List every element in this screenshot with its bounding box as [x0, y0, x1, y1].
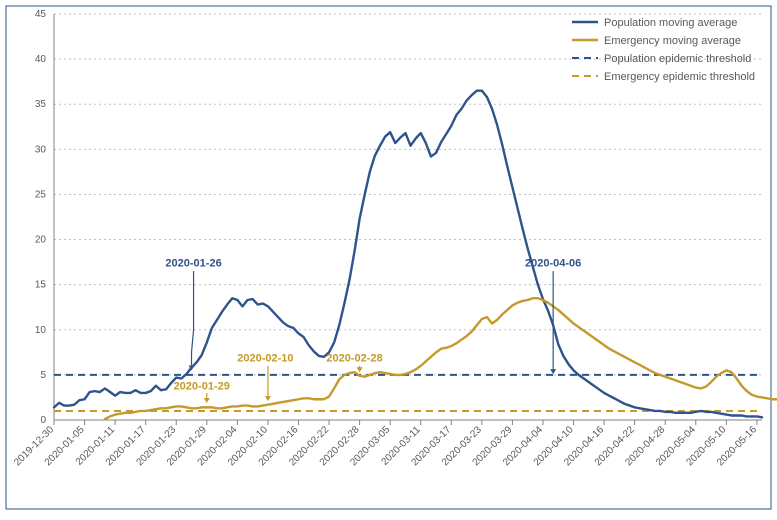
y-axis-tick-label: 10	[35, 325, 47, 336]
legend-label: Emergency epidemic threshold	[604, 71, 755, 83]
legend-label: Population moving average	[604, 17, 737, 29]
legend-label: Population epidemic threshold	[604, 53, 751, 65]
y-axis-tick-label: 0	[40, 415, 46, 426]
y-axis-tick-label: 30	[35, 144, 47, 155]
annotation-label: 2020-01-26	[165, 258, 221, 270]
legend-label: Emergency moving average	[604, 35, 741, 47]
y-axis-tick-label: 25	[35, 189, 47, 200]
annotation-label: 2020-04-06	[525, 258, 581, 270]
y-axis-tick-label: 5	[40, 370, 46, 381]
annotation-label: 2020-01-29	[174, 380, 230, 392]
annotation-label: 2020-02-28	[326, 352, 382, 364]
chart-canvas: 0510152025303540452019-12-302020-01-0520…	[0, 0, 777, 515]
y-axis-tick-label: 20	[35, 235, 47, 246]
y-axis-tick-label: 35	[35, 99, 47, 110]
line-chart: 0510152025303540452019-12-302020-01-0520…	[0, 0, 777, 515]
y-axis-tick-label: 45	[35, 9, 47, 20]
annotation-label: 2020-02-10	[237, 352, 293, 364]
y-axis-tick-label: 40	[35, 54, 47, 65]
y-axis-tick-label: 15	[35, 280, 47, 291]
